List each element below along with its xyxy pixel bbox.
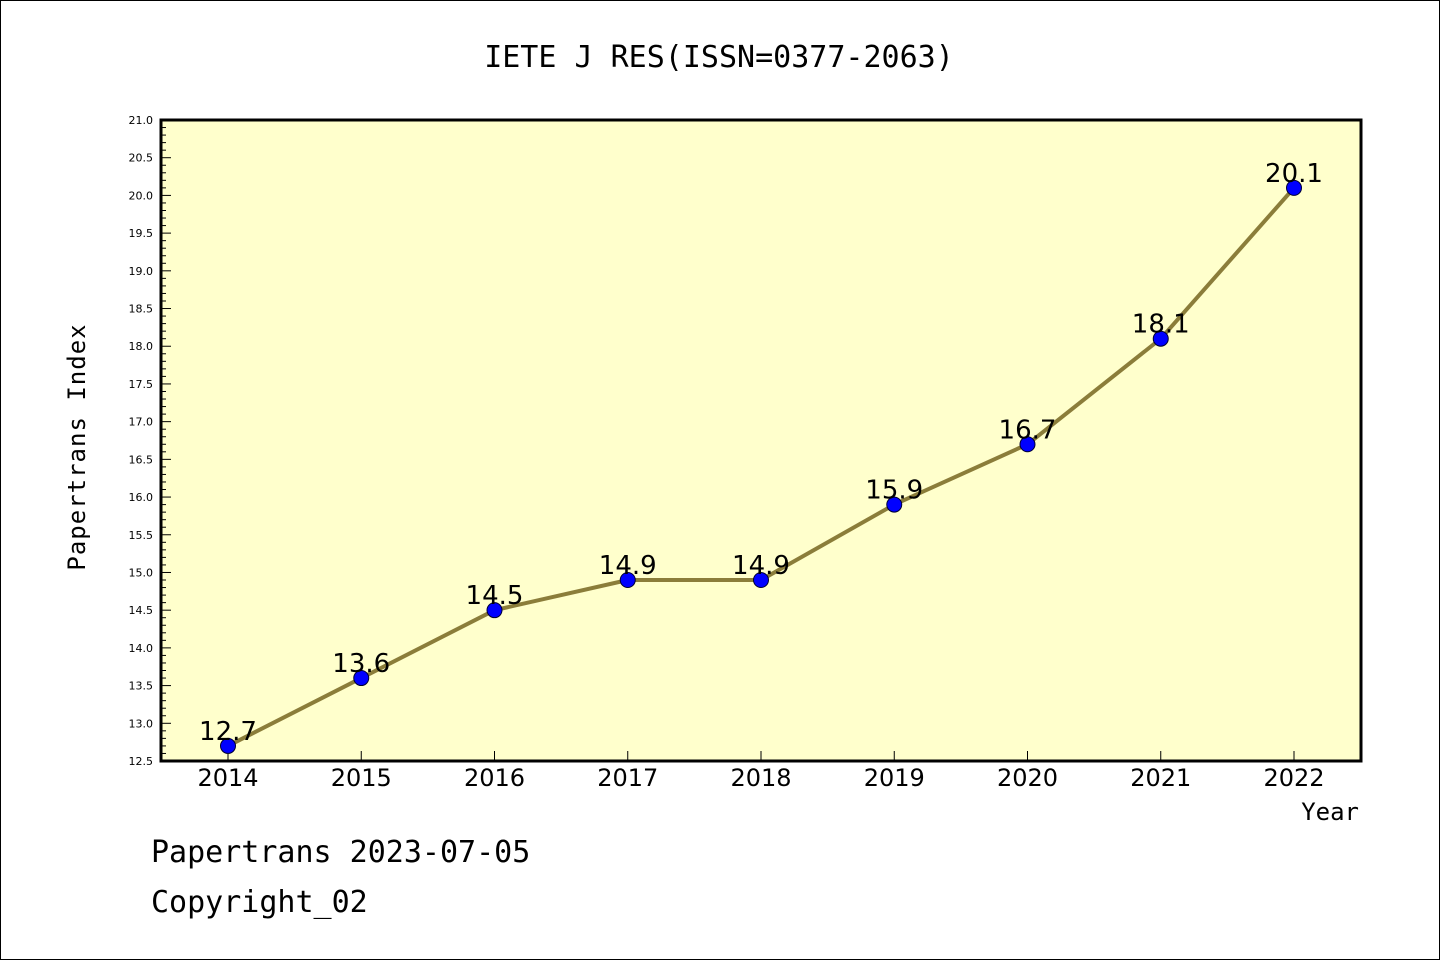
footer-date: Papertrans 2023-07-05: [151, 835, 531, 870]
x-tick-label: 2018: [730, 764, 791, 792]
y-tick-label: 14.5: [129, 604, 154, 617]
data-point: [486, 602, 503, 619]
y-tick-label: 15.0: [129, 566, 154, 579]
data-label: 14.5: [466, 581, 524, 611]
y-tick-label: 20.5: [129, 152, 154, 165]
y-tick-label: 14.0: [129, 642, 154, 655]
data-labels: 12.7 13.6 14.5 14.9 14.9 15.9 16.7 18.1 20.1: [199, 159, 1323, 747]
data-label: 13.6: [332, 649, 390, 679]
data-point: [1152, 330, 1169, 347]
y-tick-label: 18.5: [129, 303, 154, 316]
x-tick-label: 2014: [197, 764, 258, 792]
data-label: 20.1: [1265, 159, 1323, 189]
y-tick-label: 15.5: [129, 529, 154, 542]
y-tick-label: 17.0: [129, 416, 154, 429]
x-tick-label: 2022: [1263, 764, 1324, 792]
y-tick-label: 13.0: [129, 717, 154, 730]
x-tick-label: 2016: [464, 764, 525, 792]
y-tick-label: 16.0: [129, 491, 154, 504]
y-tick-label: 17.5: [129, 378, 154, 391]
data-point: [753, 572, 769, 589]
series-group: [220, 179, 1302, 754]
data-label: 15.9: [865, 476, 923, 506]
x-axis-label: Year: [1301, 798, 1359, 826]
x-tick-label: 2020: [997, 764, 1058, 792]
y-tick-label: 12.5: [129, 755, 154, 768]
y-tick-label: 16.5: [129, 453, 154, 466]
data-point: [1019, 436, 1036, 453]
y-tick-label: 13.5: [129, 680, 154, 693]
data-label: 12.7: [199, 717, 257, 747]
y-tick-label: 20.0: [129, 189, 154, 202]
y-tick-label: 19.5: [129, 227, 154, 240]
y-tick-label: 18.0: [129, 340, 154, 353]
data-point: [886, 496, 903, 513]
data-label: 14.9: [599, 551, 657, 581]
data-label: 16.7: [999, 415, 1057, 445]
y-tick-label: 19.0: [129, 265, 154, 278]
footer-copyright: Copyright_02: [151, 885, 368, 920]
x-tick-label: 2019: [864, 764, 925, 792]
data-label: 14.9: [732, 551, 790, 581]
chart-title: IETE J RES(ISSN=0377-2063): [484, 40, 954, 75]
y-axis: 12.5 13.0 13.5 14.0 14.5 15.0 15.5 16.0 16.5 17.0…: [129, 114, 171, 768]
x-axis: 2014 2015 2016 2017 2018 2019 2020 2021 2022: [197, 751, 1325, 792]
y-axis-label: Papertrans Index: [63, 323, 91, 570]
y-tick-label: 21.0: [129, 114, 154, 127]
data-point: [1286, 179, 1302, 196]
data-point: [353, 670, 370, 687]
x-tick-label: 2015: [331, 764, 392, 792]
x-tick-label: 2021: [1130, 764, 1191, 792]
data-label: 18.1: [1132, 310, 1190, 340]
data-point: [619, 572, 636, 589]
plot-area: [159, 118, 1363, 763]
x-tick-label: 2017: [597, 764, 658, 792]
data-point: [220, 737, 236, 754]
